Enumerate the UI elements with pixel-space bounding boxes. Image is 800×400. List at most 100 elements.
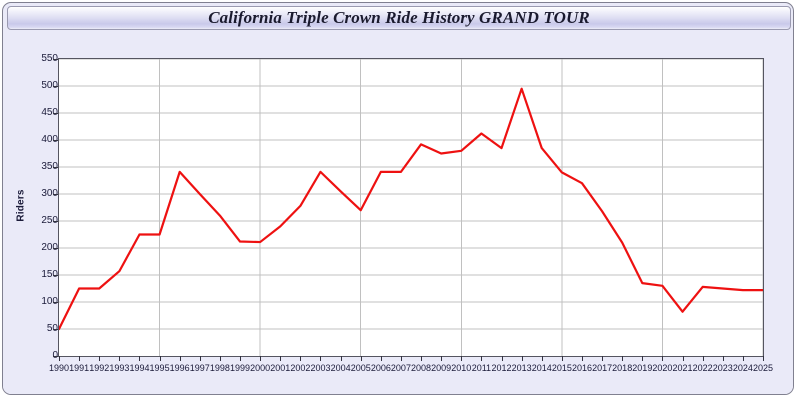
x-tick-label: 2025 <box>752 363 774 373</box>
plot-area <box>58 58 764 357</box>
x-tick-label: 1996 <box>169 363 190 373</box>
y-tick-mark <box>53 275 58 276</box>
x-tick-label: 1991 <box>69 363 90 373</box>
x-tick-mark <box>240 356 242 361</box>
x-tick-mark <box>179 356 181 361</box>
y-tick-mark <box>53 140 58 141</box>
x-tick-mark <box>461 356 463 361</box>
x-tick-mark <box>602 356 604 361</box>
x-tick-mark <box>199 356 201 361</box>
x-tick-mark <box>481 356 483 361</box>
x-tick-mark <box>380 356 382 361</box>
y-tick-label: 400 <box>41 134 58 145</box>
x-tick-label: 2008 <box>411 363 432 373</box>
y-tick-mark <box>53 167 58 168</box>
x-tick-label: 2020 <box>652 363 673 373</box>
data-line-riders <box>59 87 763 331</box>
x-tick-label: 2017 <box>592 363 613 373</box>
x-tick-label: 1998 <box>209 363 230 373</box>
x-tick-label: 2006 <box>370 363 391 373</box>
y-tick-label: 450 <box>41 107 58 118</box>
x-axis-labels: 1990 1991 1992 1993 1994 1995 1996 1997 1998 1999… <box>49 363 773 377</box>
y-tick-label: 350 <box>41 161 58 172</box>
chart-window: California Triple Crown Ride History GRA… <box>2 2 794 395</box>
x-tick-mark <box>642 356 644 361</box>
x-tick-label: 2022 <box>692 363 713 373</box>
x-tick-label: 2021 <box>672 363 693 373</box>
x-tick-label: 2018 <box>612 363 633 373</box>
x-tick-mark <box>561 356 563 361</box>
y-tick-mark <box>53 329 58 330</box>
x-tick-label: 2010 <box>451 363 472 373</box>
x-tick-mark <box>541 356 543 361</box>
x-tick-mark <box>742 356 744 361</box>
x-tick-label: 1995 <box>149 363 170 373</box>
y-tick-mark <box>53 248 58 249</box>
x-tick-mark <box>59 356 60 361</box>
x-tick-mark <box>763 356 764 361</box>
y-tick-label: 150 <box>41 269 58 280</box>
x-tick-mark <box>702 356 704 361</box>
y-tick-label: 0 <box>14 350 58 361</box>
x-tick-mark <box>219 356 221 361</box>
x-tick-mark <box>501 356 503 361</box>
x-tick-mark <box>521 356 523 361</box>
y-tick-mark <box>53 356 58 357</box>
y-axis: 0 50 100 150 200 250 300 350 400 450 500 550 <box>3 53 58 361</box>
x-tick-label: 2024 <box>732 363 753 373</box>
y-tick-label: 200 <box>41 242 58 253</box>
x-tick-mark <box>400 356 402 361</box>
x-tick-mark <box>581 356 583 361</box>
x-tick-label: 2003 <box>310 363 331 373</box>
x-tick-label: 2011 <box>471 363 492 373</box>
x-tick-label: 2013 <box>511 363 532 373</box>
x-tick-mark <box>139 356 141 361</box>
x-tick-mark <box>340 356 342 361</box>
x-tick-label: 2007 <box>390 363 411 373</box>
y-tick-mark <box>53 113 58 114</box>
y-tick-label: 100 <box>41 296 58 307</box>
chart-title-bar: California Triple Crown Ride History GRA… <box>7 6 791 30</box>
x-tick-label: 1999 <box>230 363 251 373</box>
x-tick-label: 2002 <box>290 363 311 373</box>
x-tick-mark <box>682 356 684 361</box>
x-tick-label: 1994 <box>129 363 150 373</box>
y-tick-label: 550 <box>41 53 58 64</box>
x-tick-mark <box>280 356 282 361</box>
x-tick-mark <box>300 356 302 361</box>
x-tick-mark <box>260 356 262 361</box>
x-tick-label: 2001 <box>270 363 291 373</box>
x-tick-mark <box>79 356 81 361</box>
x-tick-label: 1990 <box>48 363 70 373</box>
y-tick-mark <box>53 194 58 195</box>
x-tick-label: 1993 <box>109 363 130 373</box>
x-tick-label: 1992 <box>89 363 110 373</box>
x-tick-mark <box>360 356 362 361</box>
x-tick-label: 2016 <box>571 363 592 373</box>
x-tick-label: 1997 <box>189 363 210 373</box>
x-tick-mark <box>722 356 724 361</box>
y-tick-label: 300 <box>41 188 58 199</box>
x-tick-mark <box>99 356 101 361</box>
x-tick-mark <box>320 356 322 361</box>
x-tick-label: 2015 <box>551 363 572 373</box>
x-tick-label: 2012 <box>491 363 512 373</box>
x-tick-mark <box>159 356 161 361</box>
x-tick-mark <box>119 356 121 361</box>
x-tick-mark <box>421 356 423 361</box>
y-tick-label: 50 <box>14 323 58 334</box>
y-tick-label: 250 <box>41 215 58 226</box>
y-tick-mark <box>53 221 58 222</box>
page-title: California Triple Crown Ride History GRA… <box>208 8 590 27</box>
x-tick-label: 2009 <box>431 363 452 373</box>
gridlines <box>59 59 763 356</box>
x-axis-ticks <box>59 356 764 362</box>
x-tick-mark <box>441 356 443 361</box>
x-tick-label: 2005 <box>350 363 371 373</box>
x-tick-mark <box>662 356 664 361</box>
x-tick-label: 2019 <box>632 363 653 373</box>
x-tick-label: 2014 <box>531 363 552 373</box>
y-tick-mark <box>53 86 58 87</box>
x-tick-label: 2000 <box>250 363 271 373</box>
y-tick-mark <box>53 59 58 60</box>
